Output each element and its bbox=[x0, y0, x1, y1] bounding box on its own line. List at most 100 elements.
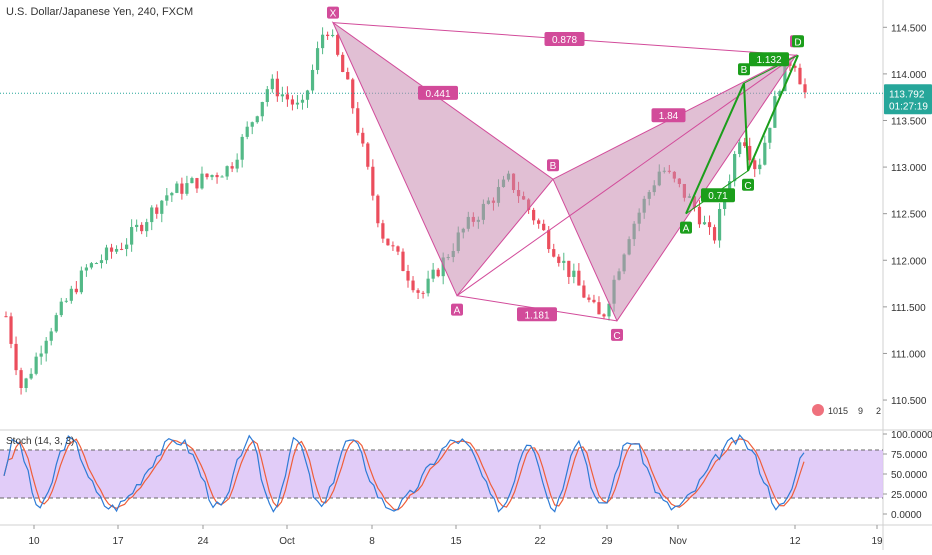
price-tick-label: 111.500 bbox=[891, 303, 926, 314]
candle-body bbox=[64, 300, 68, 302]
price-tick-label: 114.500 bbox=[891, 23, 927, 34]
candle-body bbox=[220, 176, 224, 178]
candle-body bbox=[270, 78, 274, 90]
candle-body bbox=[180, 183, 184, 194]
candle-body bbox=[753, 160, 757, 170]
candle-body bbox=[69, 288, 73, 301]
candle-body bbox=[441, 257, 445, 277]
candle-body bbox=[79, 270, 83, 293]
candle-body bbox=[773, 96, 777, 128]
abcd-point-c: C bbox=[744, 181, 751, 192]
abcd-point-d-box bbox=[792, 35, 804, 48]
candle-body bbox=[592, 299, 596, 303]
candle-body bbox=[436, 269, 440, 277]
candle-body bbox=[89, 263, 94, 268]
candle-body bbox=[19, 370, 23, 389]
candle-body bbox=[215, 175, 219, 178]
stoch-tick-label: 50.0000 bbox=[891, 470, 928, 481]
stoch-tick-label: 0.0000 bbox=[891, 510, 922, 521]
price-tick-label: 112.000 bbox=[891, 256, 927, 267]
candle-body bbox=[547, 230, 551, 250]
candle-body bbox=[411, 280, 415, 291]
candle-body bbox=[155, 207, 159, 214]
candle-body bbox=[310, 69, 315, 91]
stoch-tick-label: 25.0000 bbox=[891, 490, 928, 501]
time-tick-label: 15 bbox=[450, 536, 462, 547]
candle-body bbox=[145, 222, 149, 232]
candle-body bbox=[587, 297, 591, 300]
pattern-point-c: C bbox=[613, 331, 620, 342]
candle-body bbox=[205, 173, 209, 178]
candle-body bbox=[74, 288, 78, 293]
stoch-title: Stoch (14, 3, 3) bbox=[6, 436, 75, 447]
event-badge-label: 1015 bbox=[828, 406, 848, 416]
abcd-ratio-bd-box bbox=[749, 52, 789, 67]
candle-body bbox=[562, 260, 566, 263]
stoch-d-line bbox=[3, 438, 805, 511]
candle-body bbox=[49, 331, 53, 341]
time-tick-label: 24 bbox=[197, 536, 209, 547]
xab-triangle bbox=[331, 21, 554, 297]
candle-body bbox=[582, 285, 586, 298]
candle-body bbox=[391, 245, 395, 247]
candle-body bbox=[356, 108, 360, 133]
candle-body bbox=[722, 197, 727, 209]
price-tick-label: 111.000 bbox=[891, 349, 926, 360]
candle-body bbox=[94, 263, 99, 265]
candle-body bbox=[607, 303, 611, 317]
pattern-point-c-box bbox=[611, 328, 623, 341]
candle-body bbox=[280, 94, 284, 97]
time-tick-label: 19 bbox=[871, 536, 883, 547]
candle-body bbox=[29, 373, 33, 379]
candle-body bbox=[341, 54, 345, 72]
candle-body bbox=[697, 206, 702, 225]
last-price-badge bbox=[884, 84, 932, 115]
candle-body bbox=[803, 84, 807, 93]
candle-body bbox=[109, 247, 114, 252]
stoch-tick-label: 100.0000 bbox=[891, 430, 932, 441]
candle-body bbox=[532, 209, 536, 221]
candle-body bbox=[240, 136, 244, 160]
candle-body bbox=[542, 223, 546, 231]
candle-body bbox=[567, 260, 571, 277]
candle-body bbox=[235, 159, 239, 169]
candle-body bbox=[331, 34, 335, 37]
candle-body bbox=[230, 166, 234, 169]
candle-body bbox=[416, 290, 420, 293]
candle-body bbox=[195, 178, 199, 189]
ratio-xb: 0.441 bbox=[425, 89, 450, 100]
countdown-label: 01:27:19 bbox=[889, 101, 928, 112]
candle-body bbox=[175, 183, 179, 193]
candle-body bbox=[738, 142, 742, 155]
candle-body bbox=[577, 270, 581, 286]
candle-body bbox=[431, 269, 435, 279]
candle-body bbox=[190, 178, 194, 184]
candle-body bbox=[326, 34, 330, 37]
ratio-xd-box bbox=[544, 31, 585, 46]
candle-body bbox=[54, 315, 58, 332]
candle-body bbox=[245, 126, 249, 137]
candle-body bbox=[119, 248, 124, 250]
candle-body bbox=[210, 175, 214, 178]
stoch-tick-label: 75.0000 bbox=[891, 450, 928, 461]
candle-body bbox=[376, 195, 380, 224]
price-tick-label: 110.500 bbox=[891, 396, 927, 407]
candle-body bbox=[295, 102, 300, 105]
candle-body bbox=[778, 91, 782, 97]
abcd-ratio-bd: 1.132 bbox=[756, 55, 781, 66]
candle-body bbox=[783, 62, 787, 92]
candle-body bbox=[165, 195, 169, 201]
candle-body bbox=[351, 79, 355, 109]
candle-body bbox=[426, 278, 430, 294]
time-tick-label: 12 bbox=[789, 536, 801, 547]
abcd-point-a-box bbox=[680, 221, 692, 234]
candle-body bbox=[99, 260, 104, 264]
ratio-ac: 1.181 bbox=[524, 310, 549, 321]
candle-body bbox=[371, 166, 375, 196]
candle-body bbox=[366, 143, 370, 167]
ratio-bd: 1.84 bbox=[659, 111, 679, 122]
candle-body bbox=[290, 99, 295, 105]
candle-body bbox=[743, 142, 747, 146]
